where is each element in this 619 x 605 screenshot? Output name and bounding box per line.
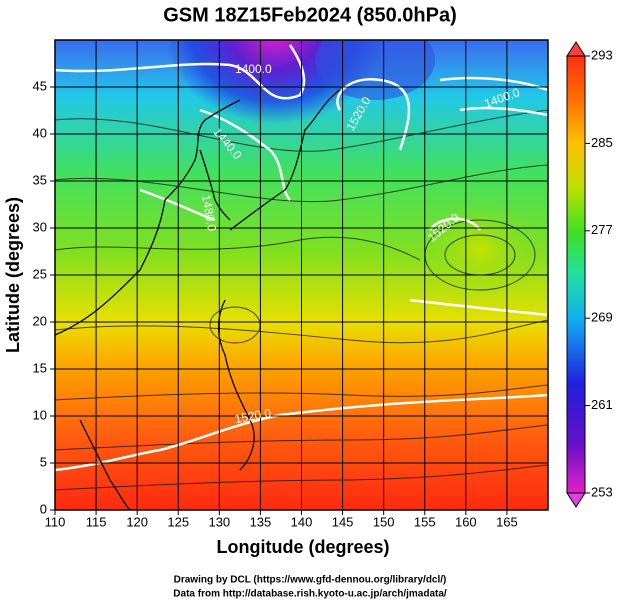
y-tick-label: 0 xyxy=(40,501,47,516)
y-tick-label: 5 xyxy=(40,454,47,469)
y-axis-label: Latitude (degrees) xyxy=(3,197,23,353)
grid xyxy=(55,40,548,510)
x-tick-label: 150 xyxy=(373,514,395,529)
x-tick-label: 115 xyxy=(86,514,107,529)
y-tick-label: 45 xyxy=(33,78,47,93)
coastlines xyxy=(55,89,341,510)
x-tick-label: 160 xyxy=(455,514,477,529)
x-tick-label: 110 xyxy=(45,514,66,529)
contour-label: 1480.0 xyxy=(199,194,219,233)
y-tick-label: 35 xyxy=(33,172,47,187)
colorbar xyxy=(566,55,586,494)
contour-label: 1400.0 xyxy=(235,62,272,76)
y-tick-label: 30 xyxy=(33,219,47,234)
x-tick-label: 155 xyxy=(414,514,436,529)
colorbar-min-arrow xyxy=(566,492,586,508)
plot-area: 1400.0 1440.0 1480.0 1520.0 1400.0 1520.… xyxy=(55,40,548,510)
y-tick-label: 15 xyxy=(33,360,47,375)
cold-region xyxy=(315,40,435,100)
x-tick-label: 140 xyxy=(291,514,313,529)
colorbar-tick-label: 293 xyxy=(591,47,613,62)
credit: Drawing by DCL (https://www.gfd-dennou.o… xyxy=(174,575,447,586)
x-tick-label: 135 xyxy=(250,514,272,529)
y-tick-label: 10 xyxy=(33,407,47,422)
warm-region xyxy=(420,200,540,300)
x-tick-label: 120 xyxy=(126,514,148,529)
credit: Data from http://database.rish.kyoto-u.a… xyxy=(173,589,447,600)
y-tick-label: 40 xyxy=(33,125,47,140)
colorbar-tick-label: 261 xyxy=(591,397,613,412)
x-tick-label: 125 xyxy=(167,514,189,529)
y-tick-label: 20 xyxy=(33,313,47,328)
y-tick-label: 25 xyxy=(33,266,47,281)
x-tick-label: 130 xyxy=(208,514,230,529)
colorbar-tick-label: 285 xyxy=(591,135,613,150)
colorbar-tick-label: 277 xyxy=(591,222,613,237)
colorbar-max-arrow xyxy=(566,41,586,57)
contour-label: 1520.0 xyxy=(234,406,273,426)
colorbar-tick-label: 253 xyxy=(591,484,613,499)
x-tick-label: 145 xyxy=(332,514,354,529)
contours xyxy=(55,44,548,472)
streamlines xyxy=(55,109,548,491)
title: GSM 18Z15Feb2024 (850.0hPa) xyxy=(163,4,456,26)
colorbar-tick-label: 269 xyxy=(591,310,613,325)
x-tick-label: 165 xyxy=(496,514,518,529)
x-axis-label: Longitude (degrees) xyxy=(216,537,389,557)
